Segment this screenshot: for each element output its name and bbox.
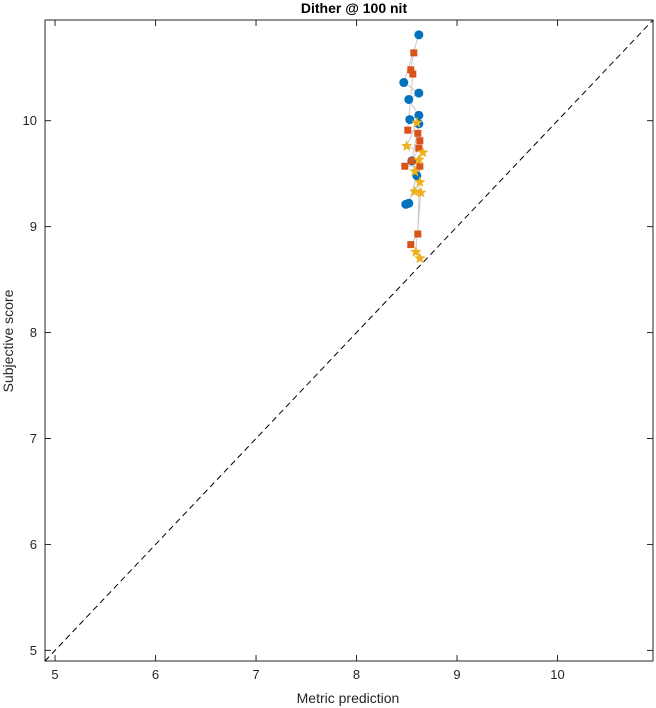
x-axis-label: Metric prediction <box>297 690 400 706</box>
data-point-square <box>401 162 409 170</box>
identity-reference-line <box>44 19 654 662</box>
data-point-square <box>414 230 422 238</box>
data-point-circle <box>399 78 409 88</box>
y-tick-label: 7 <box>30 431 37 446</box>
y-axis-label: Subjective score <box>0 289 16 392</box>
y-tick-label: 9 <box>30 219 37 234</box>
y-axis: 5 6 7 8 9 10 <box>23 113 653 658</box>
data-point-square <box>410 49 418 57</box>
x-tick-label: 10 <box>550 667 564 682</box>
x-tick-label: 6 <box>152 667 159 682</box>
x-tick-label: 5 <box>51 667 58 682</box>
data-point-circle <box>414 88 424 98</box>
data-point-star <box>410 246 422 257</box>
x-tick-label: 8 <box>353 667 360 682</box>
y-tick-label: 6 <box>30 537 37 552</box>
data-point-square <box>407 241 415 249</box>
data-point-star <box>411 116 423 128</box>
data-point-square <box>404 126 412 134</box>
x-tick-label: 9 <box>453 667 460 682</box>
x-axis: 5 6 7 8 9 10 <box>51 20 565 682</box>
data-point-star <box>409 185 421 197</box>
data-point-square <box>407 66 415 74</box>
plot-area <box>44 19 654 662</box>
y-tick-label: 10 <box>23 113 37 128</box>
data-point-star <box>414 252 426 264</box>
data-point-square <box>414 129 422 137</box>
data-point-square <box>409 70 417 78</box>
data-point-star <box>413 153 425 165</box>
data-point-square <box>416 137 424 145</box>
data-point-star <box>401 140 413 151</box>
data-point-star <box>414 176 426 187</box>
data-point-circle <box>414 110 424 120</box>
x-tick-label: 7 <box>252 667 259 682</box>
chart-title: Dither @ 100 nit <box>301 0 408 16</box>
data-point-circle <box>404 94 414 104</box>
data-point-square <box>415 144 423 152</box>
data-point-star <box>409 165 421 177</box>
data-point-circle <box>401 199 411 209</box>
y-tick-label: 8 <box>30 325 37 340</box>
y-tick-label: 5 <box>30 643 37 658</box>
marker-layer <box>399 30 429 264</box>
data-point-star <box>417 146 429 158</box>
data-point-square <box>416 162 424 170</box>
data-point-square <box>408 157 416 165</box>
data-point-star <box>415 186 427 198</box>
data-point-circle <box>414 30 424 40</box>
reference-line-layer <box>44 19 654 662</box>
data-point-circle <box>405 115 415 125</box>
